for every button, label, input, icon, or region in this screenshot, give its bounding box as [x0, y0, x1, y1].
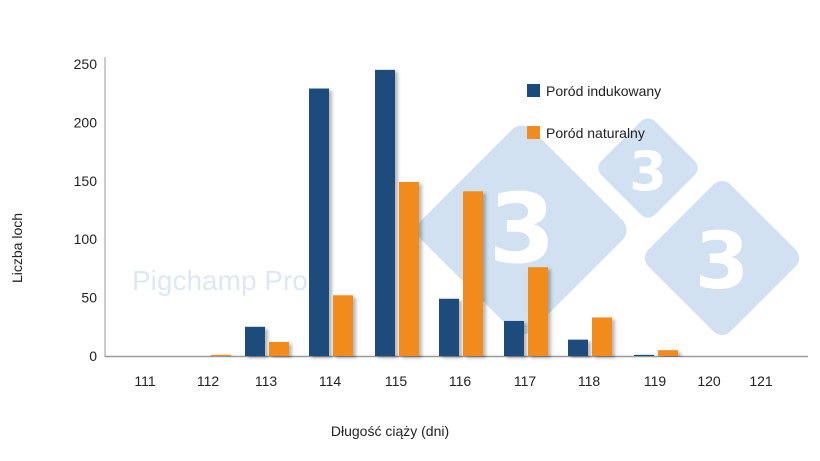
x-tick-label: 115	[385, 373, 408, 389]
bar-natural	[399, 181, 419, 356]
y-axis-ticks: 0 50 100 150 200 250	[74, 56, 98, 364]
watermark-digit: 3	[629, 140, 667, 203]
legend-swatch-natural	[527, 126, 540, 139]
y-tick-label: 200	[74, 114, 98, 130]
bar-natural	[269, 341, 289, 356]
bar-induced	[309, 88, 329, 356]
x-tick-label: 114	[319, 373, 342, 389]
x-tick-label: 118	[578, 373, 601, 389]
watermark-digit: 3	[695, 217, 749, 307]
bars	[211, 69, 678, 356]
bar-induced	[375, 69, 395, 356]
watermark-diamond-medium	[644, 180, 800, 336]
x-tick-label: 112	[197, 373, 220, 389]
bar-induced	[245, 326, 265, 356]
bar-induced	[568, 339, 588, 356]
y-tick-label: 50	[81, 290, 97, 306]
watermark-diamond-small	[598, 118, 698, 218]
legend-swatch-induced	[527, 84, 540, 97]
bar-natural	[333, 295, 353, 356]
bar-natural	[463, 191, 483, 356]
x-tick-label: 121	[749, 373, 773, 389]
bar-natural	[592, 317, 612, 356]
bar-induced	[504, 320, 524, 356]
legend-label-natural: Poród naturalny	[546, 125, 645, 141]
x-axis-title: Długość ciąży (dni)	[331, 423, 449, 439]
x-tick-label: 113	[255, 373, 278, 389]
y-tick-label: 0	[89, 348, 97, 364]
watermark-digit: 3	[489, 173, 556, 285]
legend: Poród indukowany Poród naturalny	[527, 83, 661, 141]
bar-natural	[658, 350, 678, 356]
bar-natural	[528, 267, 548, 356]
y-tick-label: 250	[74, 56, 98, 72]
x-tick-label: 119	[644, 373, 667, 389]
x-tick-label: 120	[697, 373, 721, 389]
watermark-text: Pigchamp Pro	[132, 265, 308, 296]
y-tick-label: 150	[74, 173, 98, 189]
x-tick-label: 116	[449, 373, 472, 389]
y-axis-title: Liczba loch	[9, 213, 25, 283]
x-tick-label: 117	[514, 373, 537, 389]
x-tick-label: 111	[134, 373, 155, 389]
legend-label-induced: Poród indukowany	[546, 83, 661, 99]
y-tick-label: 100	[74, 231, 98, 247]
bar-natural	[211, 354, 231, 356]
x-axis-ticks: 111 112 113 114 115 116 117 118 119 120 121	[134, 373, 773, 389]
bar-induced	[634, 354, 654, 356]
bar-induced	[439, 298, 459, 356]
